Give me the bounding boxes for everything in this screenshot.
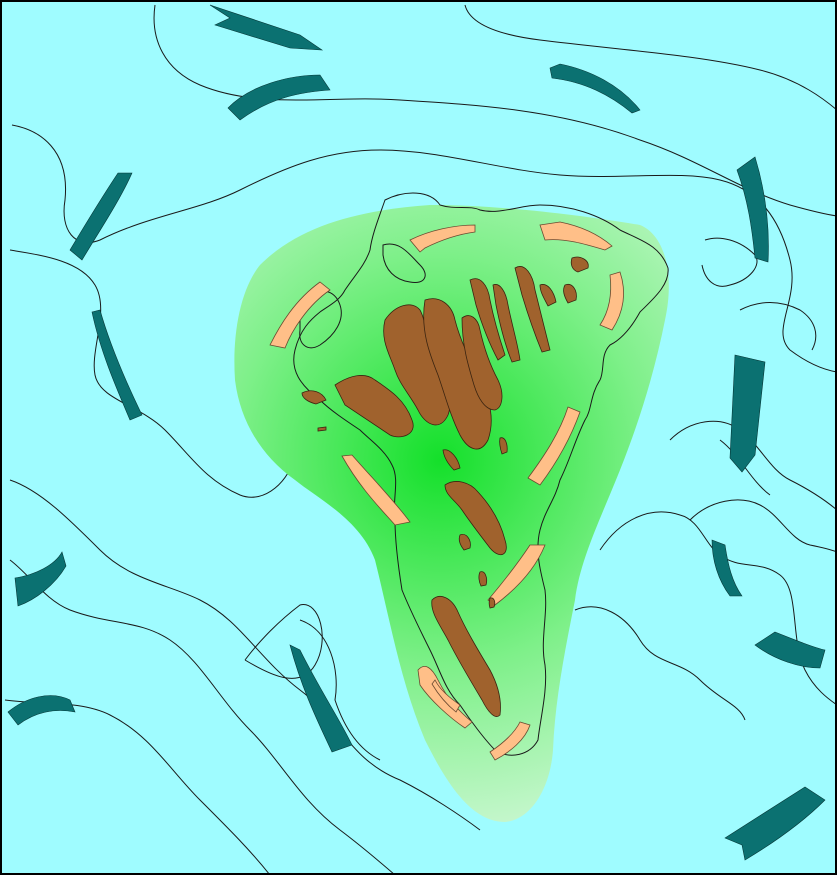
contour-line (9, 559, 396, 875)
current-arrow (7, 695, 76, 726)
rock-outcrop (334, 375, 414, 438)
rock-outcrop (423, 298, 492, 450)
shoreline-arc (341, 454, 411, 526)
rock-outcrop (488, 597, 496, 609)
shoreline-arc (599, 271, 624, 331)
contour-line (669, 420, 837, 511)
current-arrow (729, 354, 766, 473)
rock-outcrop (383, 304, 451, 426)
shoreline-arc (539, 221, 613, 251)
shoreline-arc (409, 224, 476, 253)
shoreline-arcs (269, 221, 624, 761)
rock-outcrop (431, 596, 501, 717)
rock-outcrop (301, 390, 327, 405)
coastline (293, 192, 669, 756)
contour-line (739, 302, 817, 351)
rock-outcrop (444, 481, 507, 556)
rock-outcrop (570, 256, 589, 273)
contour-line (689, 499, 837, 553)
current-arrow (711, 539, 743, 597)
current-arrow (289, 644, 353, 753)
rock-outcrop (317, 426, 327, 432)
contour-line (299, 619, 381, 761)
contour-line (599, 511, 837, 706)
current-arrow (69, 172, 133, 261)
contour-line (153, 4, 837, 217)
current-arrow (549, 63, 641, 114)
contour-line (464, 4, 837, 111)
shoreline-arc (431, 679, 461, 713)
rock-outcrop (563, 283, 577, 304)
rock-outcrop (514, 266, 551, 353)
shoreline-arc (527, 406, 581, 486)
coastline (382, 243, 426, 284)
rock-outcrop (458, 533, 471, 551)
rock-outcrop (461, 315, 503, 411)
shoreline-arc (269, 281, 331, 349)
rock-outcrop (539, 284, 557, 307)
rock-outcrop (478, 571, 488, 587)
rock-outcrop (469, 278, 506, 361)
shoreline-arc (489, 721, 531, 761)
shoreline-arc (487, 544, 546, 606)
current-arrow (14, 551, 67, 607)
current-arrow (91, 309, 143, 421)
rock-outcrop (492, 284, 521, 363)
current-arrow (209, 4, 324, 51)
ocean-current-arrows (7, 4, 826, 861)
current-arrow (754, 631, 826, 669)
current-arrow (724, 786, 826, 861)
continent-gradient (234, 205, 669, 822)
rock-outcrop (499, 437, 508, 455)
current-arrow (227, 74, 331, 121)
contour-line (701, 237, 758, 287)
contour-line (574, 606, 746, 721)
contour-line (244, 604, 323, 679)
current-arrow (736, 156, 769, 263)
rock-outcrop (442, 449, 461, 471)
contour-line (9, 479, 481, 831)
rock-outcrops (301, 256, 589, 717)
